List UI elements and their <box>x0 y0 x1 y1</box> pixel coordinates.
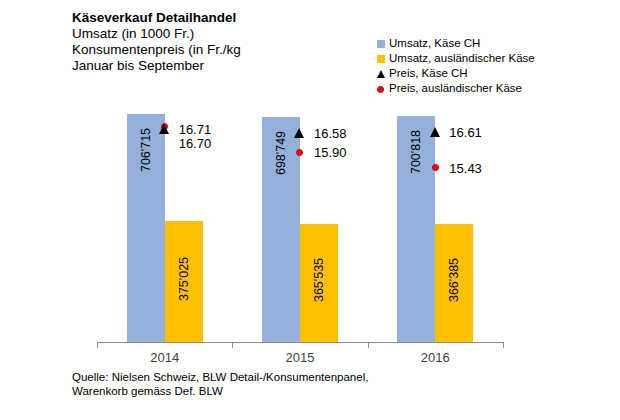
legend-label: Preis, ausländischer Käse <box>389 81 522 96</box>
legend-label: Umsatz, ausländischer Käse <box>389 51 535 66</box>
chart-title-block: Käseverkauf Detailhandel Umsatz (in 1000… <box>72 10 241 74</box>
legend-item-umsatz-ausland: Umsatz, ausländischer Käse <box>377 51 535 66</box>
price-marker-ausland <box>296 149 303 156</box>
legend-triangle-icon <box>377 68 389 80</box>
legend: Umsatz, Käse CH Umsatz, ausländischer Kä… <box>377 36 535 96</box>
bar-value-label: 375'025 <box>177 257 191 301</box>
chart-subtitle-preis: Konsumentenpreis (in Fr./kg <box>72 42 241 58</box>
x-axis-category-label: 2014 <box>150 350 179 365</box>
source-line-1: Quelle: Nielsen Schweiz, BLW Detail-/Kon… <box>72 371 368 385</box>
bar-value-label: 698'749 <box>274 131 288 175</box>
legend-circle-icon <box>377 83 389 95</box>
x-axis-category-label: 2015 <box>286 350 315 365</box>
source-note: Quelle: Nielsen Schweiz, BLW Detail-/Kon… <box>72 371 368 398</box>
legend-label: Umsatz, Käse CH <box>389 36 480 51</box>
chart-subtitle-umsatz: Umsatz (in 1000 Fr.) <box>72 26 241 42</box>
price-value-label-ch: 16.71 <box>179 122 212 137</box>
price-value-label-ausland: 15.43 <box>449 160 482 175</box>
legend-item-umsatz-ch: Umsatz, Käse CH <box>377 36 535 51</box>
price-marker-ch <box>294 128 304 138</box>
source-line-2: Warenkorb gemäss Def. BLW <box>72 385 368 399</box>
price-value-label-ch: 16.58 <box>314 126 347 141</box>
x-axis-category-label: 2016 <box>421 350 450 365</box>
price-value-label-ch: 16.61 <box>449 125 482 140</box>
price-marker-ch <box>430 127 440 137</box>
chart-subtitle-period: Januar bis September <box>72 58 241 74</box>
legend-item-preis-ausland: Preis, ausländischer Käse <box>377 81 535 96</box>
bar-value-label: 366'385 <box>447 258 461 302</box>
x-axis-tick <box>503 342 504 348</box>
bar-value-label: 700'818 <box>409 130 423 174</box>
legend-label: Preis, Käse CH <box>389 66 468 81</box>
chart-canvas: Käseverkauf Detailhandel Umsatz (in 1000… <box>0 0 620 420</box>
price-value-label-ausland: 15.90 <box>314 145 347 160</box>
legend-item-preis-ch: Preis, Käse CH <box>377 66 535 81</box>
bar-value-label: 706'715 <box>139 128 153 172</box>
bar-value-label: 365'535 <box>312 258 326 302</box>
x-axis-line <box>97 342 503 343</box>
chart-title: Käseverkauf Detailhandel <box>72 10 241 26</box>
price-marker-ch <box>159 124 169 134</box>
price-value-label-ausland: 16.70 <box>179 136 212 151</box>
legend-square-yellow-icon <box>377 53 389 65</box>
legend-square-blue-icon <box>377 38 389 50</box>
price-marker-ausland <box>432 164 439 171</box>
